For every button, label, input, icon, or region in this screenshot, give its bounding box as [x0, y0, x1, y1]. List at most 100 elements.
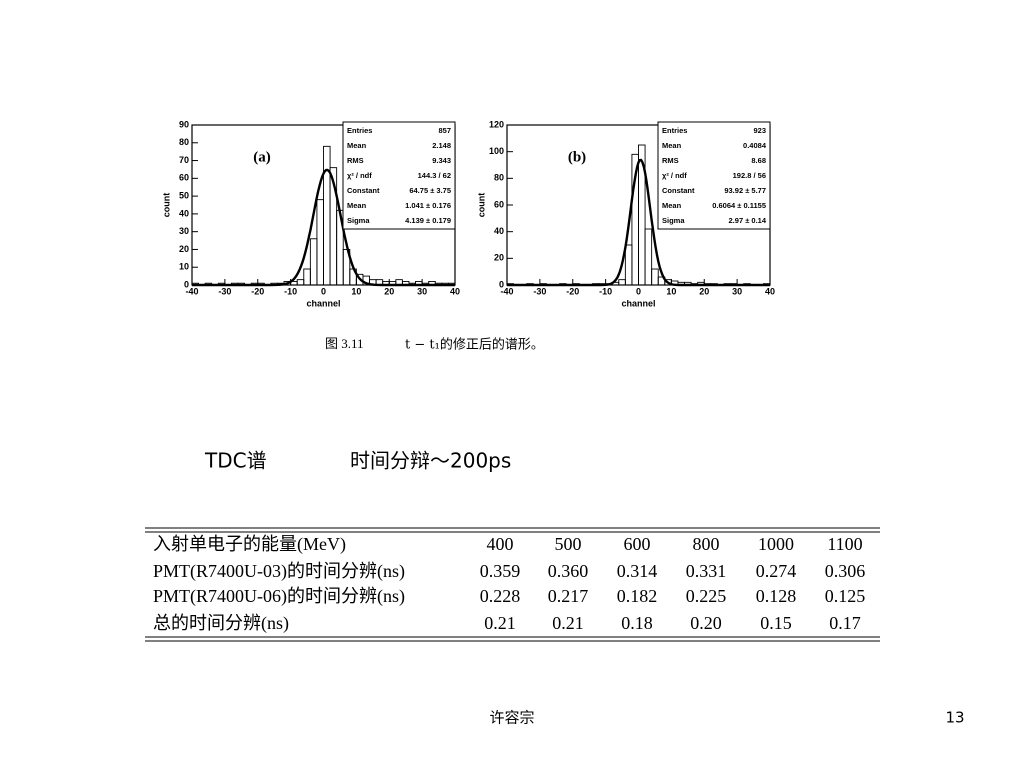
note-right: 时间分辩～200ps	[350, 449, 511, 473]
x-tick-label: -10	[599, 286, 612, 296]
stats-value: 9.343	[432, 156, 451, 165]
stats-value: 93.92 ± 5.77	[724, 186, 766, 195]
panel-label: (b)	[568, 149, 586, 165]
table-cell: 0.125	[825, 586, 866, 606]
stats-name: Mean	[347, 141, 367, 150]
table-cell: 0.17	[829, 613, 861, 633]
stats-box	[657, 121, 771, 230]
table-cell: 0.20	[690, 613, 722, 633]
table-cell: 600	[624, 534, 651, 554]
y-tick-label: 60	[179, 173, 189, 183]
histogram-bar	[303, 268, 311, 286]
stats-name: Mean	[662, 141, 682, 150]
table-cell: 入射单电子的能量(MeV)	[153, 534, 346, 555]
stats-value: 2.97 ± 0.14	[729, 216, 767, 225]
stats-value: 4.139 ± 0.179	[405, 216, 451, 225]
y-tick-label: 40	[179, 208, 189, 218]
table-cell: 0.128	[756, 586, 797, 606]
note-left: TDC谱	[204, 449, 267, 473]
table-cell: 0.225	[686, 586, 727, 606]
table-cell: PMT(R7400U-06)的时间分辨(ns)	[153, 586, 405, 607]
y-tick-label: 10	[179, 262, 189, 272]
table-cell: 总的时间分辨(ns)	[153, 613, 289, 634]
y-tick-label: 90	[179, 119, 189, 129]
caption-label: 图 3.11	[325, 336, 364, 351]
x-axis-label: channel	[621, 298, 655, 308]
x-tick-label: 0	[636, 286, 641, 296]
x-tick-label: -30	[533, 286, 546, 296]
x-tick-label: 40	[765, 286, 775, 296]
stats-name: Entries	[347, 126, 372, 135]
stats-name: Mean	[662, 201, 682, 210]
stats-value: 2.148	[432, 141, 451, 150]
footer-page: 13	[945, 709, 964, 727]
stats-value: 64.75 ± 3.75	[409, 186, 451, 195]
histogram-bar	[618, 279, 626, 286]
table-cell: 0.21	[552, 613, 584, 633]
stats-name: Constant	[347, 186, 380, 195]
y-tick-label: 120	[489, 119, 504, 129]
y-tick-label: 70	[179, 155, 189, 165]
x-tick-label: -20	[251, 286, 264, 296]
footer-author: 许容宗	[489, 709, 534, 727]
x-tick-label: -40	[500, 286, 513, 296]
x-tick-label: 20	[699, 286, 709, 296]
x-tick-label: 30	[417, 286, 427, 296]
y-tick-label: 20	[494, 253, 504, 263]
y-tick-label: 0	[184, 279, 189, 289]
x-tick-label: 0	[321, 286, 326, 296]
table-cell: 0.217	[548, 586, 589, 606]
x-tick-label: -30	[218, 286, 231, 296]
y-tick-label: 80	[179, 137, 189, 147]
table-cell: 0.359	[480, 561, 521, 581]
stats-value: 1.041 ± 0.176	[405, 201, 451, 210]
stats-box	[342, 121, 456, 230]
histogram-bar	[651, 268, 659, 286]
stats-value: 0.4084	[743, 141, 767, 150]
stats-name: Constant	[662, 186, 695, 195]
y-tick-label: 40	[494, 226, 504, 236]
panel-label: (a)	[253, 149, 271, 165]
fit-curve	[507, 158, 770, 287]
y-tick-label: 50	[179, 190, 189, 200]
stats-value: 144.3 / 62	[418, 171, 451, 180]
histogram-bar	[638, 144, 646, 286]
stats-value: 923	[753, 126, 766, 135]
y-tick-label: 30	[179, 226, 189, 236]
stats-name: χ² / ndf	[662, 171, 687, 180]
fit-curve	[192, 168, 455, 287]
table-cell: 400	[487, 534, 514, 554]
table-cell: PMT(R7400U-03)的时间分辨(ns)	[153, 561, 405, 582]
histogram-bar	[342, 248, 351, 286]
y-tick-label: 60	[494, 199, 504, 209]
histogram-bar	[296, 279, 305, 286]
table-cell: 0.331	[686, 561, 727, 581]
stats-value: 0.6064 ± 0.1155	[712, 201, 766, 210]
stats-name: Sigma	[662, 216, 685, 225]
table-cell: 0.182	[617, 586, 658, 606]
y-axis-label: count	[161, 193, 171, 218]
stats-value: 192.8 / 56	[733, 171, 766, 180]
y-tick-label: 80	[494, 173, 504, 183]
stats-value: 857	[438, 126, 451, 135]
x-tick-label: 10	[351, 286, 361, 296]
y-axis-label: count	[476, 193, 486, 218]
stats-name: Sigma	[347, 216, 370, 225]
x-tick-label: -40	[185, 286, 198, 296]
y-tick-label: 0	[499, 279, 504, 289]
table-cell: 1000	[758, 534, 794, 554]
histogram-bar	[323, 145, 331, 286]
y-tick-label: 20	[179, 244, 189, 254]
x-axis-label: channel	[306, 298, 340, 308]
table-cell: 800	[693, 534, 720, 554]
stats-name: Entries	[662, 126, 687, 135]
stats-name: Mean	[347, 201, 367, 210]
x-tick-label: -10	[284, 286, 297, 296]
table-cell: 500	[555, 534, 582, 554]
histogram-bar	[309, 238, 318, 286]
table-cell: 0.306	[825, 561, 866, 581]
x-tick-label: 30	[732, 286, 742, 296]
histogram-bar	[624, 244, 633, 286]
x-tick-label: 40	[450, 286, 460, 296]
